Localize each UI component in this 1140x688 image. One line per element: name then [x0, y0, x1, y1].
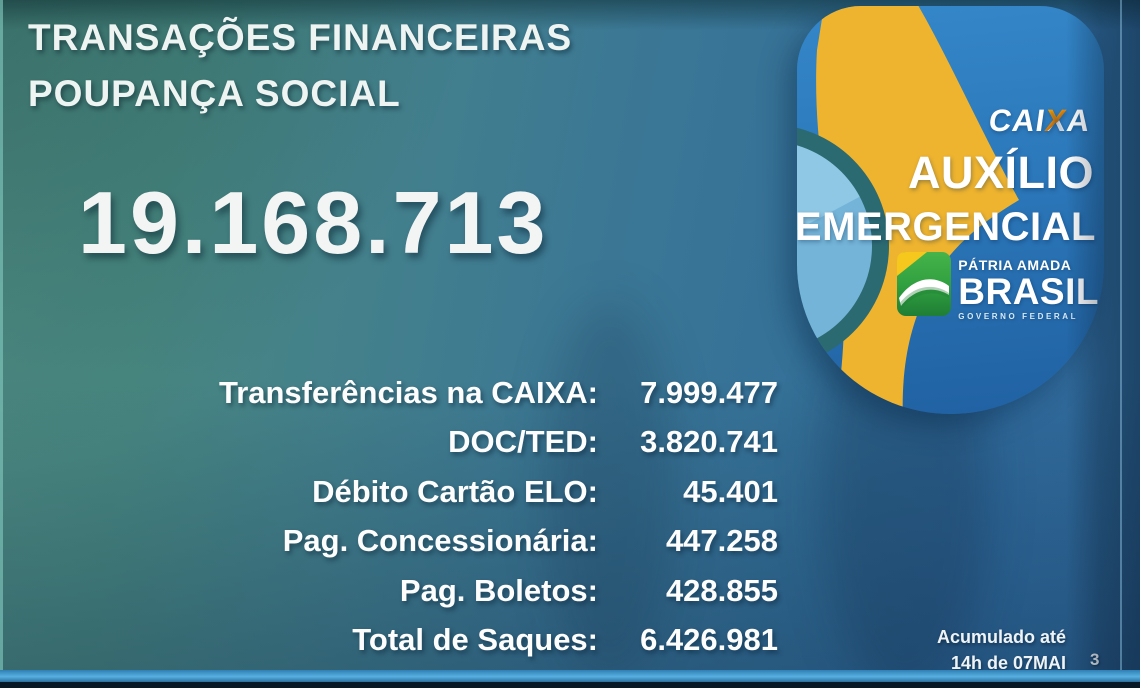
stat-label: DOC/TED:: [448, 424, 598, 460]
bottom-frame-strip: [0, 670, 1140, 682]
caixa-logo-part: CAI: [986, 103, 1048, 138]
brasil-text: BRASIL: [958, 271, 1099, 312]
stat-value: 6.426.981: [640, 622, 778, 658]
government-wordmark: PÁTRIA AMADA BRASIL GOVERNO FEDERAL: [958, 252, 1099, 321]
program-name-line2: EMERGENCIAL: [797, 205, 1096, 249]
stat-row: Débito Cartão ELO: 45.401: [219, 467, 778, 517]
page-title: TRANSAÇÕES FINANCEIRAS POUPANÇA SOCIAL: [28, 10, 572, 122]
accumulated-line1: Acumulado até: [936, 627, 1066, 647]
accumulated-timestamp: Acumulado até 14h de 07MAI: [937, 624, 1066, 676]
stat-value: 45.401: [683, 473, 778, 509]
page-title-line1: TRANSAÇÕES FINANCEIRAS: [28, 17, 573, 58]
governo-federal-text: GOVERNO FEDERAL: [958, 312, 1079, 321]
right-frame-line: [1120, 0, 1122, 688]
stat-label: Total de Saques:: [352, 622, 598, 658]
total-transactions-value: 19.168.713: [78, 173, 549, 272]
patria-amada-text: PÁTRIA AMADA: [958, 257, 1072, 273]
stat-row: DOC/TED: 3.820.741: [219, 418, 778, 468]
stats-list: Transferências na CAIXA: 7.999.477 DOC/T…: [219, 368, 778, 665]
stat-value: 3.820.741: [640, 424, 778, 460]
program-name-line1: AUXÍLIO: [907, 147, 1094, 198]
brazil-flag-icon: [897, 252, 952, 316]
stat-label: Pag. Concessionária:: [282, 523, 598, 559]
stat-value: 447.258: [665, 523, 778, 559]
brazil-government-logo: PÁTRIA AMADA BRASIL GOVERNO FEDERAL: [897, 252, 1099, 321]
stat-value: 7.999.477: [640, 374, 778, 410]
stat-label: Pag. Boletos:: [399, 572, 598, 608]
stat-value: 428.855: [665, 572, 778, 608]
stat-label: Débito Cartão ELO:: [312, 473, 598, 509]
stat-row: Total de Saques: 6.426.981: [219, 616, 778, 666]
slide-page-number: 3: [1090, 650, 1099, 670]
auxilio-emergencial-badge: CAIXA AUXÍLIO EMERGENCIAL PÁTRIA AMAD: [797, 6, 1104, 414]
caixa-swoosh-art: [797, 6, 1019, 414]
stat-row: Pag. Boletos: 428.855: [219, 566, 778, 616]
left-frame-line: [0, 0, 3, 688]
bottom-frame-shadow: [0, 682, 1140, 688]
accumulated-line2: 14h de 07MAI: [950, 653, 1066, 673]
stat-row: Transferências na CAIXA: 7.999.477: [219, 368, 778, 418]
background-shadow: [545, 300, 675, 680]
right-edge-vignette: [1066, 0, 1140, 688]
stat-label: Transferências na CAIXA:: [218, 374, 598, 410]
stat-row: Pag. Concessionária: 447.258: [219, 517, 778, 567]
page-title-line2: POUPANÇA SOCIAL: [28, 73, 401, 114]
